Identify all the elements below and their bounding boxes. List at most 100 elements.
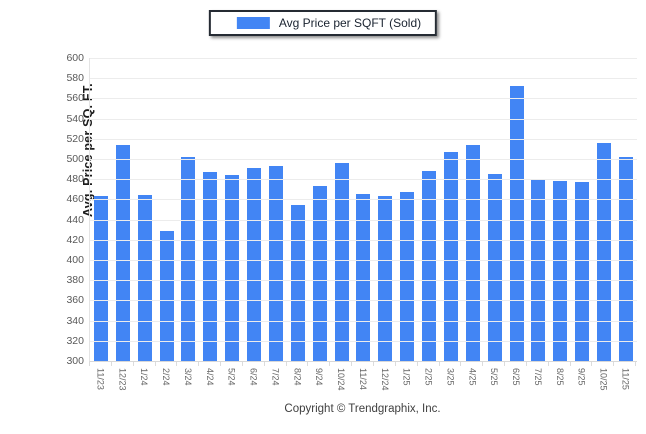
bar-column [287,58,309,361]
x-tick [221,362,243,366]
x-tick [571,362,593,366]
x-tick-label: 12/23 [117,368,128,391]
x-tick-label: 5/25 [489,368,500,386]
bar-column [134,58,156,361]
y-tick-label: 420 [66,233,84,246]
bar-11/24 [356,194,371,361]
bar-column [265,58,287,361]
gridline [90,179,637,181]
y-tick-label: 560 [66,92,84,105]
legend: Avg Price per SQFT (Sold) [208,10,438,36]
bar-2/25 [422,171,437,361]
y-tick-label: 520 [66,132,84,145]
x-label-cell: 6/24 [242,368,264,400]
y-tick-label: 380 [66,274,84,287]
gridline [90,159,637,160]
y-tick-label: 460 [66,193,84,206]
bar-column [549,58,571,361]
bar-4/24 [203,172,218,361]
y-tick-label: 340 [66,314,84,327]
x-tick-label: 1/24 [139,368,150,386]
x-label-cell: 2/24 [155,368,177,400]
x-tick [461,362,484,366]
x-tick [89,362,112,366]
bar-column [396,58,418,361]
x-label-cell: 1/25 [395,368,417,400]
x-tick [156,362,178,366]
bar-column [506,58,528,361]
bar-11/23 [93,196,108,361]
x-tick-label: 4/24 [204,368,215,386]
x-tick-label: 12/24 [379,368,390,391]
bar-column [484,58,506,361]
x-tick [265,362,287,366]
x-tick-label: 10/24 [336,368,347,391]
bar-column [462,58,484,361]
x-tick [112,362,134,366]
gridline [90,78,637,80]
x-label-cell: 3/25 [439,368,461,400]
x-tick-label: 8/24 [292,368,303,386]
bar-column [331,58,353,361]
x-tick [330,362,353,366]
x-label-cell: 10/24 [330,368,352,400]
bar-column [374,58,396,361]
y-tick-label: 300 [66,355,84,367]
x-tick-label: 6/24 [248,368,259,386]
x-tick-label: 4/25 [467,368,478,386]
y-tick-label: 400 [66,254,84,266]
x-label-cell: 3/24 [177,368,199,400]
gridline [90,98,637,100]
x-tick [527,362,549,366]
bar-column [243,58,265,361]
bar-9/24 [312,186,327,361]
bar-12/24 [378,196,393,361]
x-tick-label: 7/24 [270,368,281,386]
x-tick [177,362,200,366]
x-tick [592,362,615,366]
legend-label: Avg Price per SQFT (Sold) [278,16,422,30]
x-tick-label: 3/24 [182,368,193,386]
y-axis-tick-labels: 600 580 560 540 520 500 480 460 440 420 400 380 360 3… [0,53,84,367]
y-tick-label: 580 [66,72,84,85]
x-tick [243,362,265,366]
x-tick [505,362,527,366]
y-tick-label: 320 [66,334,84,347]
x-label-cell: 9/24 [308,368,330,400]
y-tick-label: 600 [66,52,84,64]
x-tick [134,362,156,366]
bar-8/25 [553,181,568,361]
x-tick [308,362,331,366]
x-label-cell: 11/25 [614,368,636,400]
y-tick-label: 440 [66,213,84,226]
x-label-cell: 4/25 [461,368,483,400]
x-tick-label: 2/24 [161,368,172,386]
bars [90,58,637,361]
x-tick-label: 6/25 [511,368,522,386]
x-tick [374,362,396,366]
x-tick-label: 11/23 [95,368,106,390]
y-tick-label: 540 [66,112,84,125]
bar-column [112,58,134,361]
gridline [90,58,637,59]
plot-area [89,58,637,362]
x-tick-label: 9/24 [314,368,325,386]
x-label-cell: 6/25 [505,368,527,400]
x-tick [199,362,222,366]
gridline [90,239,637,241]
bar-1/25 [400,192,415,361]
gridline [90,219,637,221]
bar-column [353,58,375,361]
bar-3/25 [443,151,458,361]
bar-column [199,58,221,361]
x-label-cell: 7/25 [527,368,549,400]
x-label-cell: 5/25 [483,368,505,400]
y-tick-label: 500 [66,153,84,165]
bar-column [90,58,112,361]
gridline [90,199,637,201]
bar-column [309,58,331,361]
bar-10/25 [597,142,612,361]
gridline [90,260,637,261]
x-label-cell: 1/24 [133,368,155,400]
